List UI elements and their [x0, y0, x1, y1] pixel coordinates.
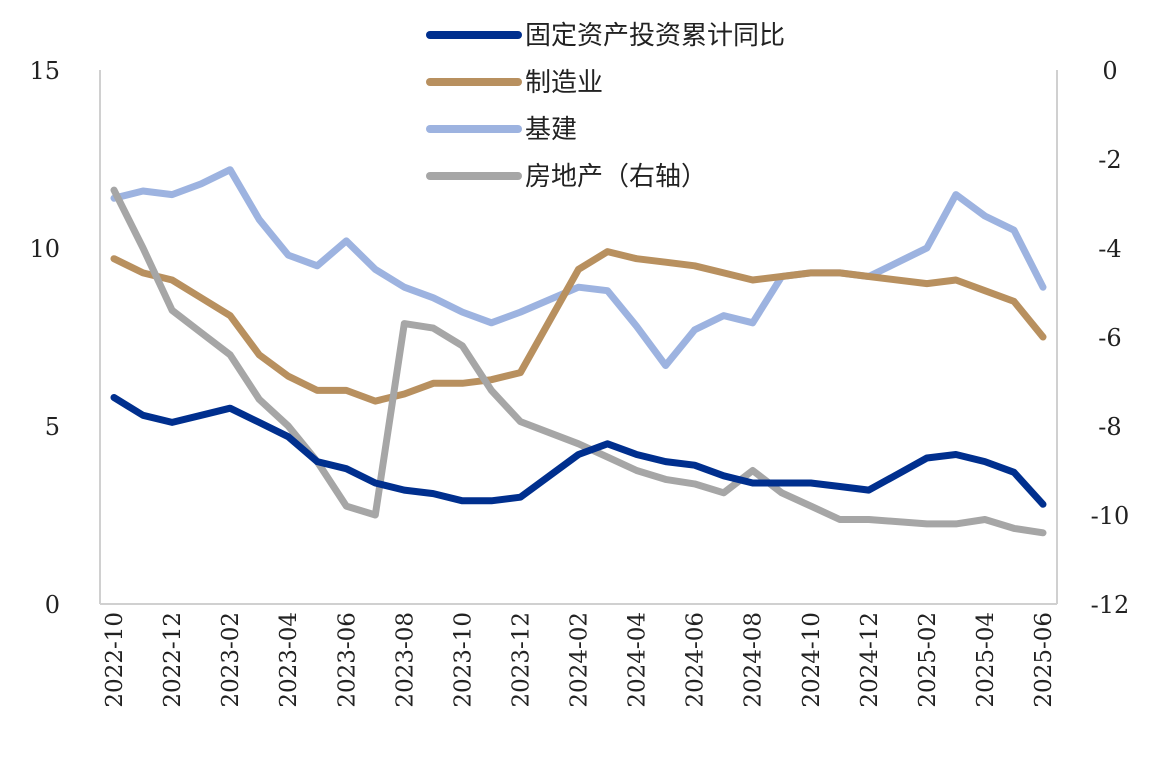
x-tick-label: 2023-10 [450, 612, 476, 708]
x-tick-label: 2025-04 [973, 612, 999, 708]
right-axis-ticks: -12 -10 -8 -6 -4 -2 0 [1091, 57, 1130, 619]
legend-label: 房地产（右轴） [525, 162, 707, 192]
x-tick-label: 2024-02 [567, 612, 593, 708]
left-tick-label: 15 [29, 57, 60, 85]
x-tick-label: 2023-12 [508, 612, 534, 708]
left-tick-label: 0 [45, 591, 60, 619]
series-line-1 [110, 394, 1047, 508]
right-tick-label: -12 [1091, 591, 1130, 619]
right-tick-label: -6 [1098, 324, 1121, 352]
left-tick-label: 10 [29, 235, 60, 263]
x-tick-label: 2023-06 [334, 612, 360, 708]
x-axis-ticks: 2022-10 2022-12 2023-02 2023-04 2023-06 2023-… [102, 612, 1057, 708]
x-tick-label: 2023-02 [218, 612, 244, 708]
right-tick-label: -2 [1098, 146, 1121, 174]
right-tick-label: 0 [1102, 57, 1117, 85]
x-tick-label: 2024-06 [683, 612, 709, 708]
left-tick-label: 5 [45, 413, 60, 441]
x-tick-label: 2023-08 [392, 612, 418, 708]
plot-area [99, 70, 1058, 605]
x-tick-label: 2024-08 [741, 612, 767, 708]
legend-label: 基建 [525, 115, 577, 145]
series-line-2 [110, 248, 1047, 405]
right-tick-label: -4 [1098, 235, 1121, 263]
x-tick-label: 2022-10 [102, 612, 128, 708]
series-line-4 [110, 186, 1047, 537]
right-tick-label: -8 [1098, 413, 1121, 441]
left-axis-ticks: 0 5 10 15 [29, 57, 60, 619]
x-tick-label: 2025-06 [1031, 612, 1057, 708]
legend-label: 制造业 [525, 68, 603, 98]
x-tick-label: 2022-12 [160, 612, 186, 708]
x-tick-label: 2024-12 [857, 612, 883, 708]
x-tick-label: 2025-02 [915, 612, 941, 708]
x-tick-label: 2024-10 [799, 612, 825, 708]
x-tick-label: 2024-04 [625, 612, 651, 708]
right-tick-label: -10 [1091, 502, 1130, 530]
series-layer [110, 166, 1047, 537]
x-tick-label: 2023-04 [276, 612, 302, 708]
legend-label: 固定资产投资累计同比 [525, 21, 785, 51]
